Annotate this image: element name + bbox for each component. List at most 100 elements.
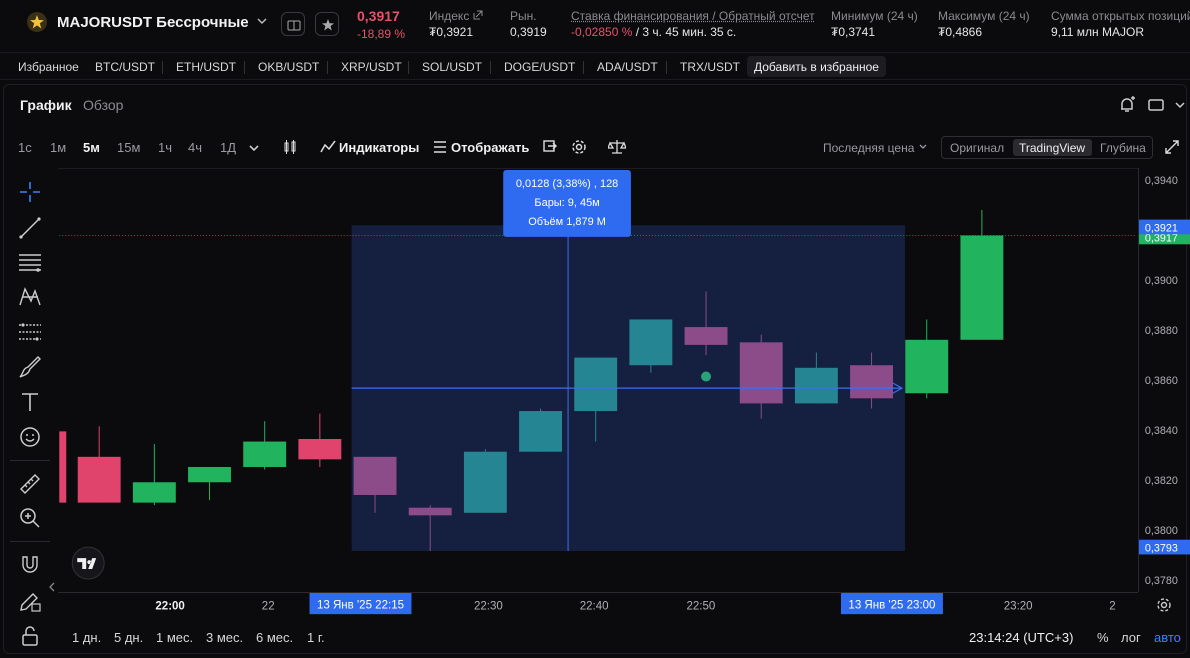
fullscreen-icon[interactable] [1164,139,1180,155]
divider [408,61,409,74]
candle-body [298,439,342,460]
collapse-toolbar-icon[interactable] [48,580,56,594]
ruler-icon[interactable] [18,472,42,496]
candle-body [850,365,894,399]
pencil-lock-icon[interactable] [18,589,42,613]
range-5d[interactable]: 5 дн. [114,630,144,645]
view-original[interactable]: Оригинал [950,141,1005,155]
candle-body [794,367,838,404]
candle-type-icon[interactable] [282,139,298,155]
timeframe-1h[interactable]: 1ч [158,140,173,155]
high-24h-value: ₮0,4866 [938,25,983,39]
candle-body [960,235,1004,340]
candle-body [59,431,67,503]
chevron-down-icon[interactable] [256,15,268,27]
price-chart[interactable]: 0,0128 (3,38%) , 128 Бары: 9, 45м Объём 1,… [58,168,1138,592]
indicators-icon[interactable] [320,139,336,155]
candle-body [243,441,287,467]
horizontal-lines-icon[interactable] [18,250,42,274]
add-favorite-button[interactable]: Добавить в избранное [747,56,886,77]
measure-tooltip-line: 0,0128 (3,38%) , 128 [516,178,618,190]
scale-log[interactable]: лог [1121,630,1141,645]
measure-arrowhead [892,382,904,394]
list-icon[interactable] [432,139,448,155]
compare-icon[interactable] [542,139,558,155]
timeframe-1m[interactable]: 1м [50,140,67,155]
gear-icon[interactable] [1156,597,1172,613]
timeframe-1d[interactable]: 1Д [220,140,237,155]
fav-btc[interactable]: BTC/USDT [95,60,155,74]
chevron-down-icon[interactable] [1174,96,1186,114]
time-tick-label: 22:40 [580,600,609,612]
view-depth[interactable]: Глубина [1100,141,1146,155]
external-link-icon [473,10,483,20]
fav-xrp[interactable]: XRP/USDT [341,60,402,74]
last-price-tag-label: 0,3917 [1145,232,1178,244]
candle-body [629,319,673,366]
price-source-select[interactable]: Последняя цена [823,141,928,155]
scale-auto[interactable]: авто [1154,630,1181,645]
alert-bell-icon[interactable] [1118,96,1136,114]
divider [583,61,584,74]
trade-marker-icon [701,371,712,382]
range-1y[interactable]: 1 г. [307,630,325,645]
tradingview-logo-mark [77,558,97,570]
fav-sol[interactable]: SOL/USDT [422,60,483,74]
divider [327,61,328,74]
favorite-button[interactable] [315,12,339,36]
timeframe-5m[interactable]: 5м [83,140,100,155]
price-axis[interactable]: 0,39400,39200,39000,38800,38600,38400,38… [1138,168,1190,592]
window-icon[interactable] [1147,96,1165,114]
magnet-icon[interactable] [18,553,42,577]
brush-icon[interactable] [18,355,42,379]
time-tick-label: 23:20 [1004,600,1033,612]
indicators-button[interactable]: Индикаторы [339,140,420,155]
fav-okb[interactable]: OKB/USDT [258,60,320,74]
price-tick-label: 0,3780 [1145,575,1178,587]
scale-balance-icon[interactable] [608,139,626,155]
favorites-label[interactable]: Избранное [18,60,79,74]
measure-start-time-tag-label: 13 Янв '25 22:15 [317,599,404,611]
range-1d[interactable]: 1 дн. [72,630,102,645]
fav-doge[interactable]: DOGE/USDT [504,60,576,74]
view-tradingview[interactable]: TradingView [1019,141,1086,155]
text-icon[interactable] [18,390,42,414]
divider [10,541,50,542]
timeframe-15m[interactable]: 15м [117,140,141,155]
chart-view-switch: Оригинал TradingView Глубина [941,136,1153,159]
price-tick-label: 0,3820 [1145,475,1178,487]
pattern-icon[interactable] [18,285,42,309]
emoji-icon[interactable] [18,425,42,449]
chevron-down-icon[interactable] [248,141,260,155]
measure-top-price-tag [1139,219,1190,235]
timeframe-4h[interactable]: 4ч [188,140,203,155]
info-book-button[interactable] [281,12,305,36]
scale-percent[interactable]: % [1097,630,1109,645]
trend-line-icon[interactable] [18,216,42,240]
gear-icon[interactable] [571,139,587,155]
fav-ada[interactable]: ADA/USDT [597,60,658,74]
symbol-title[interactable]: MAJORUSDT Бессрочные [57,14,249,31]
candle-body [353,456,397,495]
candle-body [132,482,176,503]
range-6m[interactable]: 6 мес. [256,630,294,645]
clock-timezone[interactable]: 23:14:24 (UTC+3) [969,630,1074,645]
fibonacci-icon[interactable] [18,320,42,344]
crosshair-icon[interactable] [18,180,42,204]
index-value: ₮0,3921 [429,25,474,39]
tab-chart[interactable]: График [20,97,72,113]
timeframe-1s[interactable]: 1с [18,140,32,155]
zoom-in-icon[interactable] [18,506,42,530]
index-label[interactable]: Индекс [429,9,483,23]
mark-label: Рын. [510,9,537,23]
fav-trx[interactable]: TRX/USDT [680,60,740,74]
range-1m[interactable]: 1 мес. [156,630,194,645]
display-button[interactable]: Отображать [451,140,530,155]
range-3m[interactable]: 3 мес. [206,630,244,645]
lock-icon[interactable] [18,624,42,648]
tab-overview[interactable]: Обзор [83,97,124,113]
price-tick-label: 0,3900 [1145,275,1178,287]
funding-label[interactable]: Ставка финансирования / Обратный отсчет [571,9,815,23]
fav-eth[interactable]: ETH/USDT [176,60,236,74]
